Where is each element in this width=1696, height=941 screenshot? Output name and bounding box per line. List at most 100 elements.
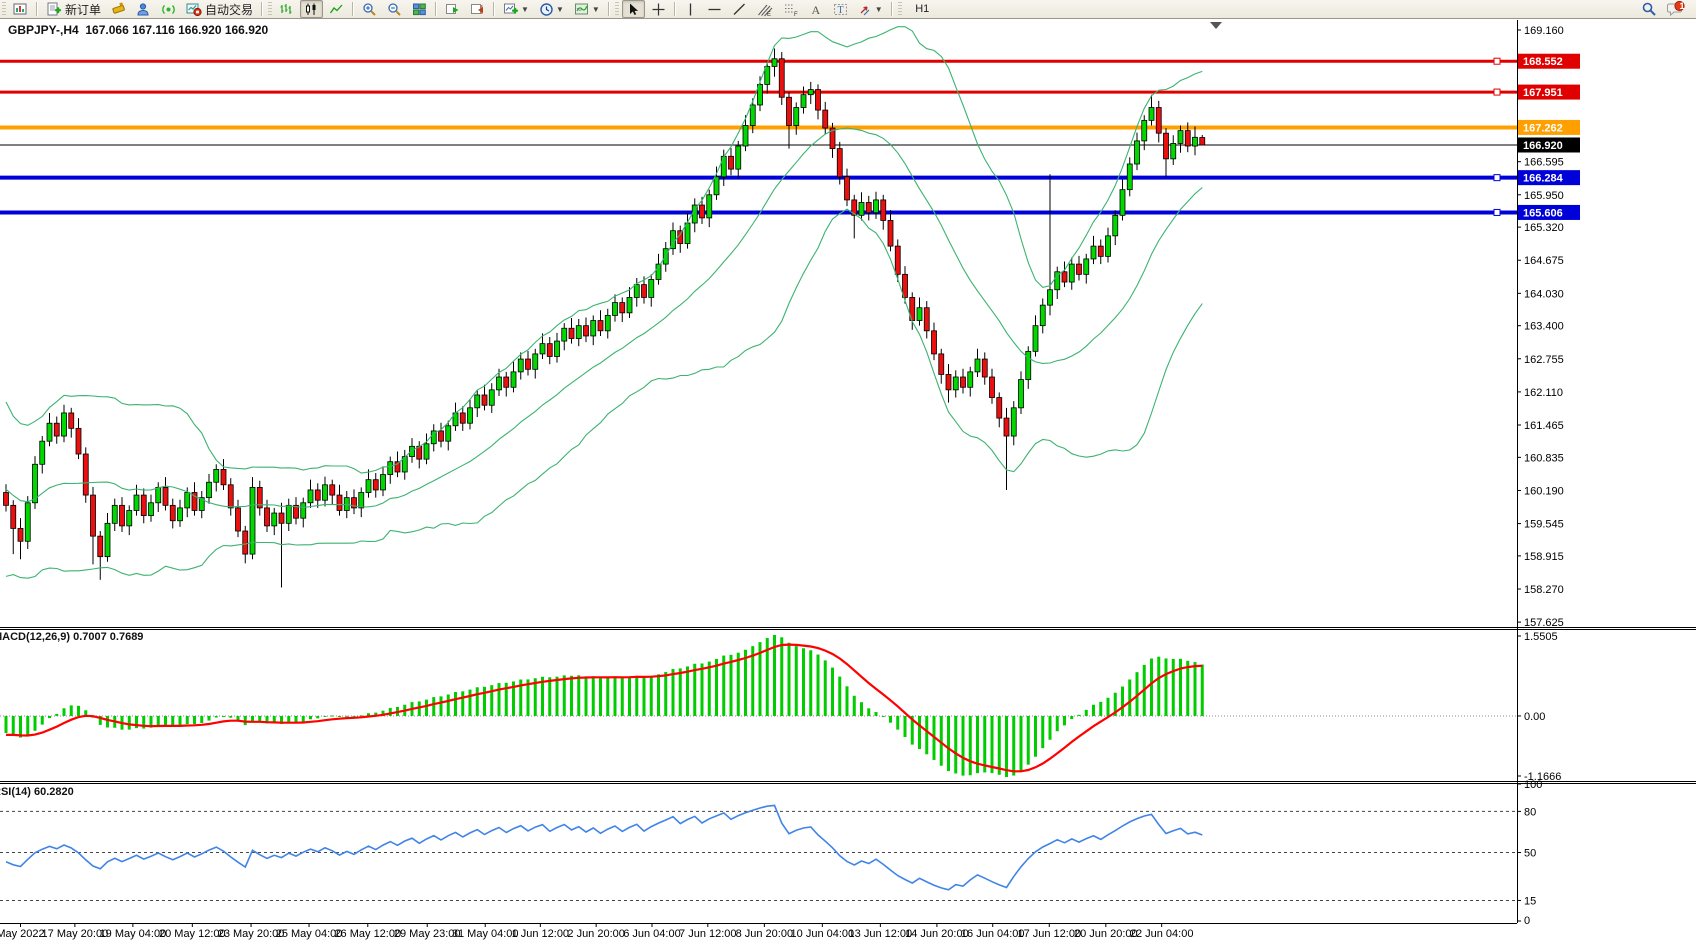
svg-text:165.950: 165.950 — [1524, 190, 1564, 202]
time-axis-label: 20 Jun 20:00 — [1074, 928, 1138, 940]
time-axis-label: 14 Jun 20:00 — [905, 928, 969, 940]
auto-scroll-button[interactable] — [441, 0, 464, 18]
vertical-line-tool[interactable] — [680, 0, 701, 18]
svg-text:80: 80 — [1524, 806, 1536, 818]
line-chart-icon — [329, 4, 343, 13]
trendline-icon — [733, 3, 745, 15]
notifications-button[interactable]: 1 — [1663, 0, 1689, 18]
search-button[interactable] — [1637, 0, 1661, 18]
svg-text:162.755: 162.755 — [1524, 354, 1564, 366]
time-axis-label: 26 May 12:00 — [334, 928, 401, 940]
candle-chart-mode-button[interactable] — [300, 0, 324, 18]
svg-text:-1.1666: -1.1666 — [1524, 771, 1561, 783]
styler-button[interactable] — [107, 0, 130, 18]
main-toolbar: 新订单 自动交易 — [0, 0, 1696, 83]
svg-text:15: 15 — [1524, 895, 1536, 907]
price-chart-canvas[interactable]: 169.160 166.595 165.950 165.320 164.675 164.0… — [0, 18, 1696, 941]
arrow-shapes-icon — [860, 5, 870, 15]
dropdown-caret-icon: ▼ — [591, 4, 600, 14]
svg-text:159.545: 159.545 — [1524, 519, 1564, 531]
time-axis-label: 1 Jun 12:00 — [512, 928, 570, 940]
horizontal-line-icon — [708, 8, 721, 10]
arrows-dropdown[interactable]: ▼ — [854, 0, 887, 18]
svg-text:1.5505: 1.5505 — [1524, 631, 1558, 643]
profile-button[interactable] — [132, 0, 155, 18]
toolbar-separator — [435, 2, 438, 16]
time-axis-label: 8 Jun 20:00 — [736, 928, 794, 940]
auto-trading-label: 自动交易 — [205, 2, 254, 17]
equidistant-channel-tool[interactable]: E — [753, 0, 777, 18]
fibonacci-icon: F — [784, 4, 798, 17]
vertical-line-icon — [689, 3, 691, 15]
toolbar-separator — [673, 2, 676, 16]
charts-window-button[interactable] — [9, 0, 32, 18]
dropdown-caret-icon: ▼ — [555, 4, 564, 14]
timeframe-button-h1[interactable]: H1 — [915, 2, 930, 15]
time-axis-label: 13 Jun 12:00 — [849, 928, 913, 940]
svg-text:158.270: 158.270 — [1524, 584, 1564, 596]
line-chart-mode-button[interactable] — [325, 0, 348, 18]
indicators-dropdown[interactable]: ▼ — [570, 0, 604, 18]
crosshair-tool-button[interactable] — [647, 0, 670, 18]
notification-badge: 1 — [1679, 1, 1685, 11]
bar-chart-mode-button[interactable] — [275, 0, 298, 18]
zoom-out-button[interactable] — [383, 0, 406, 18]
svg-text:162.110: 162.110 — [1524, 387, 1563, 399]
text-label-icon: T — [833, 3, 847, 16]
cursor-arrow-icon — [629, 3, 638, 15]
chart-area[interactable]: 169.160 166.595 165.950 165.320 164.675 164.0… — [0, 18, 1696, 941]
dropdown-caret-icon: ▼ — [521, 4, 529, 14]
text-a-icon: A — [811, 3, 820, 17]
chart-shift-icon — [471, 3, 484, 14]
svg-text:167.262: 167.262 — [1523, 122, 1563, 134]
periods-clock-dropdown[interactable]: ▼ — [535, 0, 568, 18]
new-order-button[interactable]: 新订单 — [42, 0, 105, 18]
toolbar-separator — [607, 2, 610, 16]
svg-text:164.675: 164.675 — [1524, 255, 1564, 267]
chat-bubble-icon — [1667, 1, 1685, 17]
auto-scroll-icon — [446, 3, 459, 14]
svg-text:161.465: 161.465 — [1524, 420, 1564, 432]
zoom-in-button[interactable] — [358, 0, 381, 18]
search-icon — [1642, 2, 1656, 16]
bar-chart-icon — [280, 3, 292, 14]
text-tool[interactable]: A — [805, 0, 827, 18]
svg-text:A: A — [811, 3, 820, 17]
svg-text:0: 0 — [1524, 915, 1530, 927]
rsi-label: RSI(14) 60.2820 — [0, 786, 74, 798]
time-axis-label: 23 May 20:00 — [218, 928, 285, 940]
time-axis-label: 10 Jun 04:00 — [791, 928, 855, 940]
toolbar-grip — [897, 2, 902, 16]
text-label-tool[interactable]: T — [829, 0, 852, 18]
trendline-tool[interactable] — [728, 0, 751, 18]
time-axis-label: 16 Jun 04:00 — [961, 928, 1025, 940]
time-axis-label: 17 May 20:00 — [42, 928, 109, 940]
svg-text:164.030: 164.030 — [1524, 288, 1564, 300]
svg-text:167.951: 167.951 — [1523, 87, 1563, 99]
time-axis-label: 22 Jun 04:00 — [1130, 928, 1194, 940]
toolbar-separator — [36, 2, 38, 16]
time-axis-label: 2 Jun 20:00 — [567, 928, 625, 940]
crosshair-icon — [652, 3, 665, 15]
horizontal-line-tool[interactable] — [703, 0, 726, 18]
svg-text:0.00: 0.00 — [1524, 711, 1545, 723]
svg-text:F: F — [794, 12, 798, 17]
time-axis-label: 25 May 04:00 — [276, 928, 343, 940]
chart-shift-button[interactable] — [466, 0, 489, 18]
toolbar-separator — [261, 2, 264, 16]
svg-text:165.320: 165.320 — [1524, 222, 1564, 234]
candlestick-chart-icon — [306, 3, 316, 15]
auto-trading-button[interactable]: 自动交易 — [182, 0, 257, 18]
toolbar-grip — [2, 2, 6, 16]
tile-windows-icon — [413, 3, 426, 15]
time-axis-label: May 2022 — [0, 928, 45, 940]
new-chart-dropdown[interactable]: ▼ — [499, 0, 533, 18]
cursor-tool-button[interactable] — [621, 0, 645, 18]
toolbar-grip — [268, 2, 273, 16]
signals-button[interactable] — [157, 0, 180, 18]
tile-windows-button[interactable] — [408, 0, 431, 18]
svg-text:157.625: 157.625 — [1524, 617, 1564, 629]
svg-text:166.284: 166.284 — [1523, 173, 1564, 185]
macd-label: MACD(12,26,9) 0.7007 0.7689 — [0, 631, 144, 643]
fibonacci-tool[interactable]: F — [779, 0, 803, 18]
